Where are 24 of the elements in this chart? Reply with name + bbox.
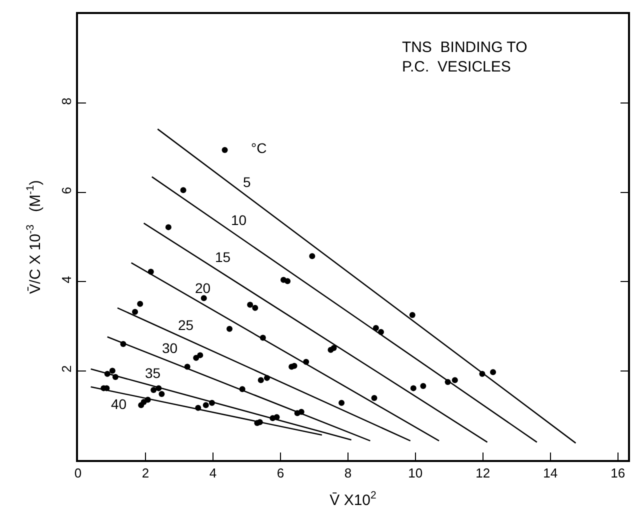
x-axis-title: V̄ X10$^{2}$ <box>330 490 377 509</box>
text: TNS BINDING TO P.C. VESICLES <box>402 39 528 76</box>
series-label: 30 <box>162 340 178 356</box>
x-tick-label: 12 <box>476 465 490 480</box>
x-tick-label: 0 <box>74 465 82 480</box>
y-tick-label: 4 <box>59 276 74 284</box>
x-tick-label: 2 <box>142 465 150 480</box>
y-tick-label: 8 <box>59 98 74 105</box>
annotation: °C <box>251 140 267 156</box>
x-tick-label: 6 <box>276 465 284 480</box>
series-label: 25 <box>178 317 194 333</box>
x-tick-label: 14 <box>543 465 558 480</box>
series-label: 35 <box>145 365 161 381</box>
y-tick-label: 6 <box>59 186 74 194</box>
y-tick-label: 2 <box>59 365 74 372</box>
series-label: 10 <box>231 212 247 228</box>
x-tick-label: 4 <box>209 465 217 480</box>
x-tick-label: 10 <box>408 465 423 480</box>
x-tick-label: 8 <box>344 465 352 480</box>
x-tick-label: 16 <box>610 465 626 480</box>
series-label: 40 <box>111 396 127 412</box>
series-label: 15 <box>215 249 231 265</box>
series-label: 5 <box>243 174 251 190</box>
series-label: 20 <box>195 280 211 296</box>
